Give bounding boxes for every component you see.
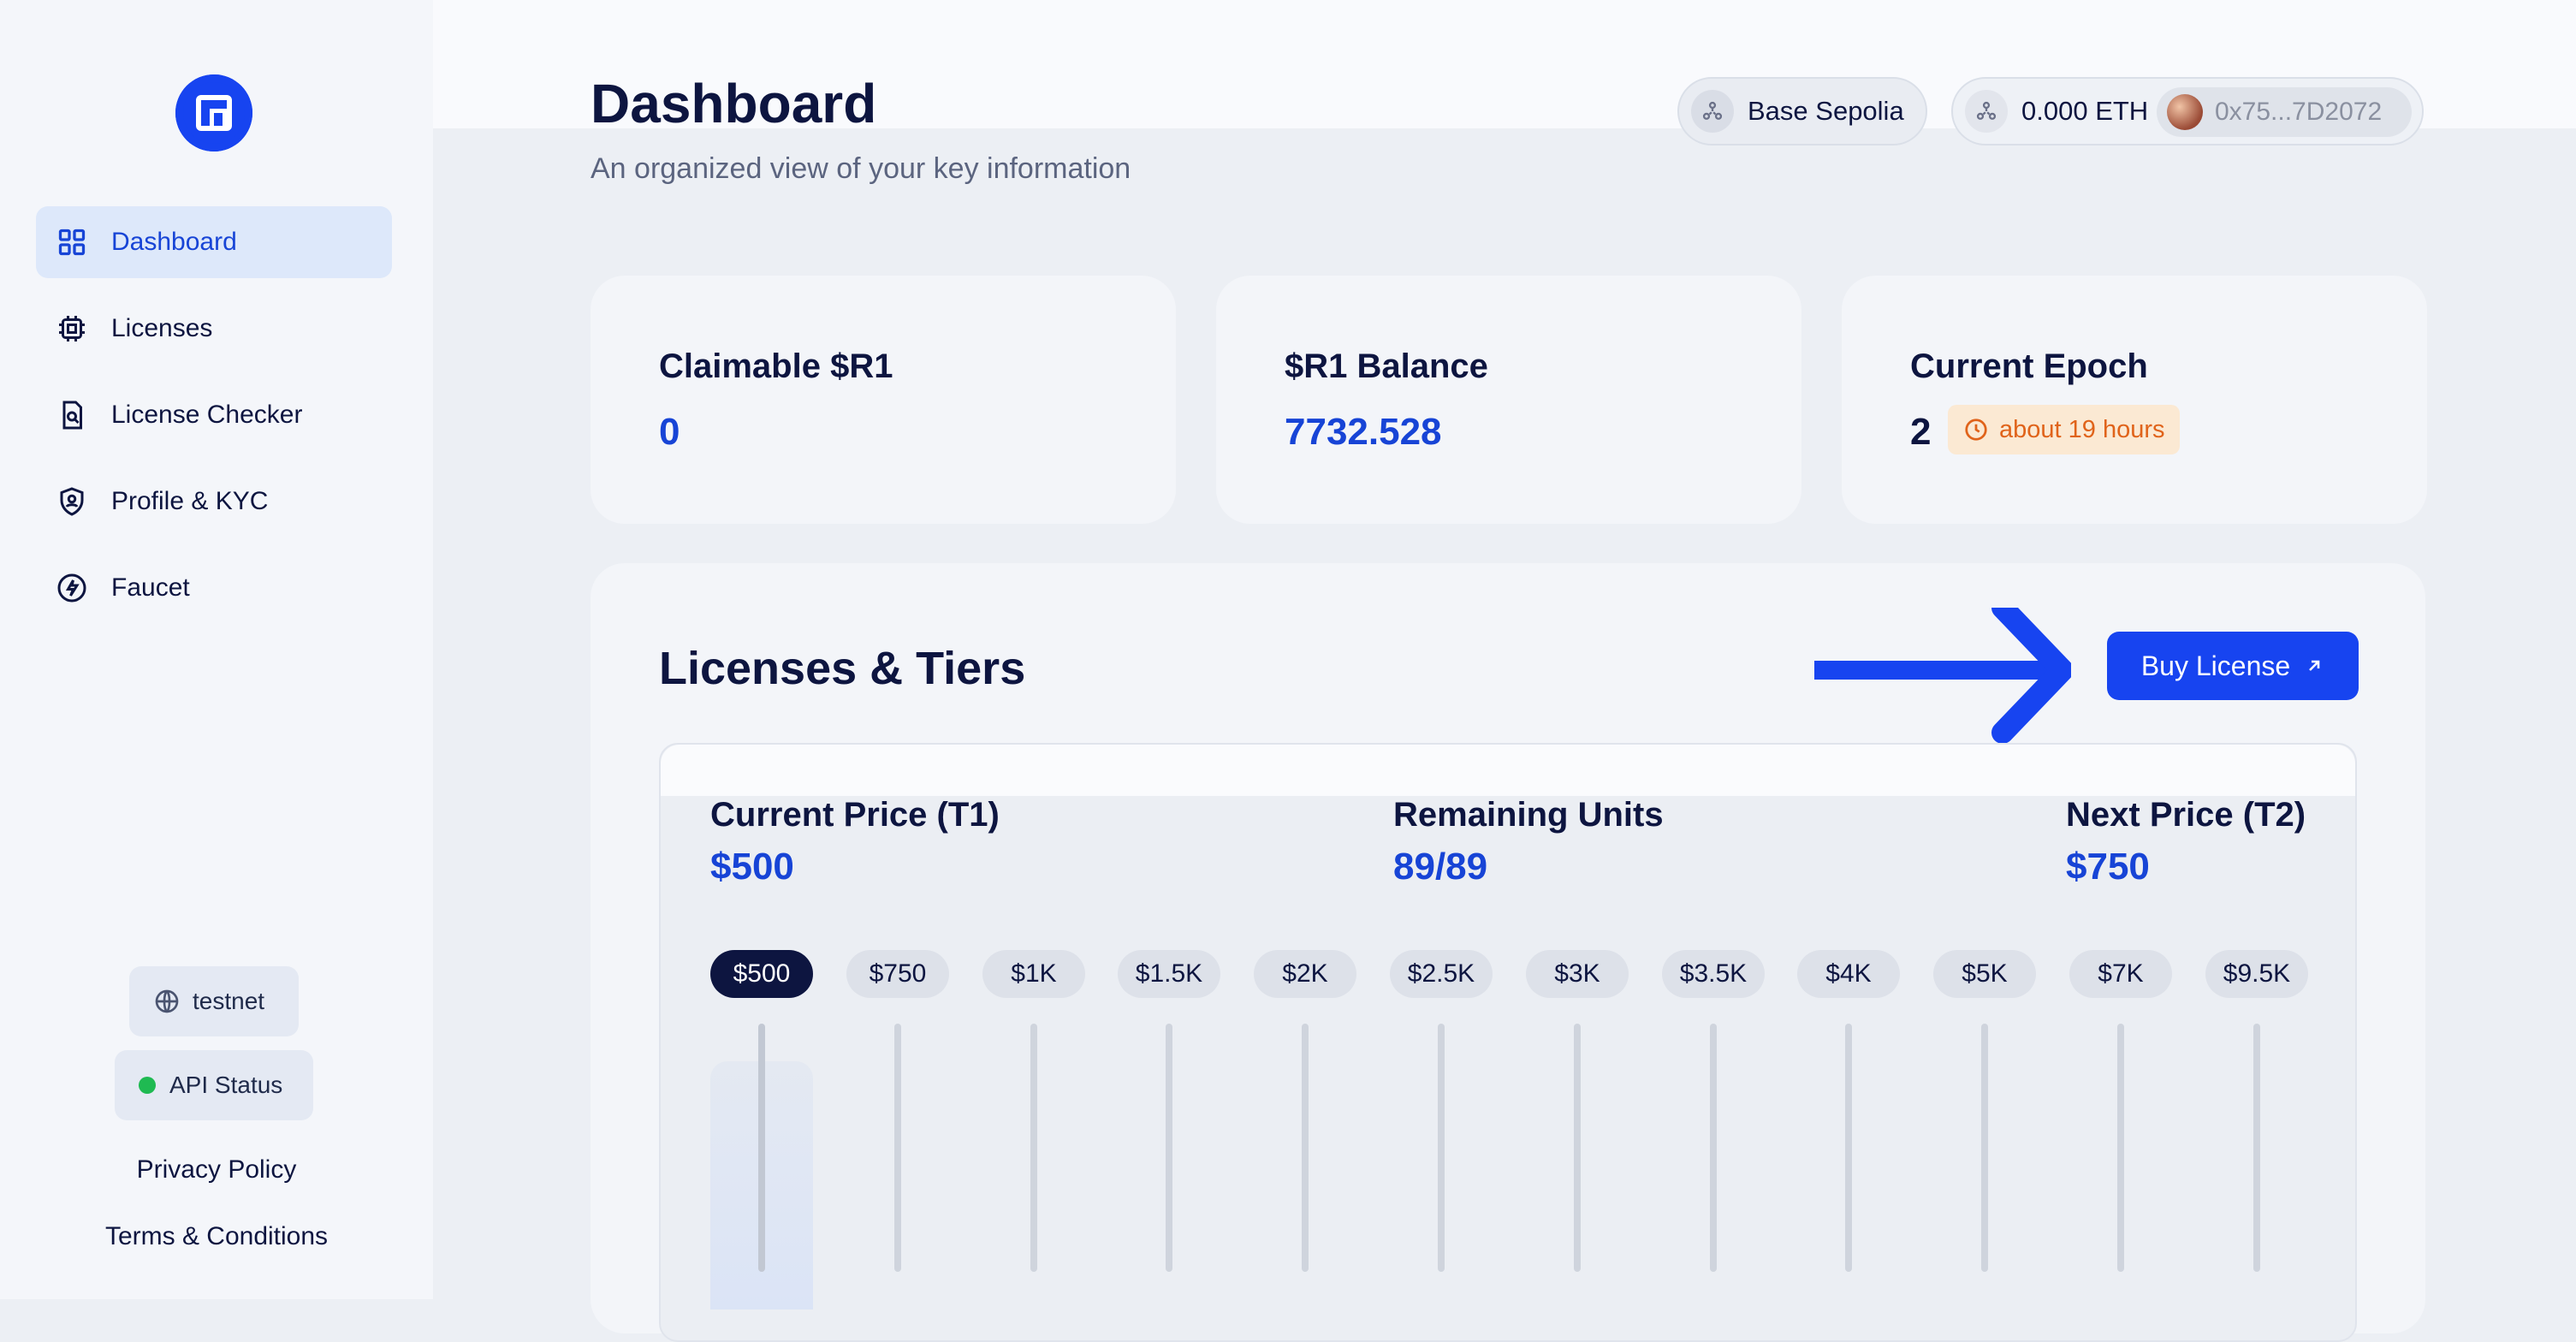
tier-chip[interactable]: $500 xyxy=(710,950,813,998)
tier-chip[interactable]: $2.5K xyxy=(1390,950,1493,998)
tier-bar xyxy=(1981,1024,1988,1272)
network-badge-label: testnet xyxy=(193,988,265,1014)
tier-chip[interactable]: $7K xyxy=(2069,950,2172,998)
tier-bar xyxy=(2117,1024,2124,1272)
balance-card: $R1 Balance 7732.528 xyxy=(1216,276,1801,524)
tier-bar xyxy=(1030,1024,1037,1272)
tier-chip[interactable]: $4K xyxy=(1797,950,1900,998)
bolt-icon xyxy=(57,573,86,603)
shield-user-icon xyxy=(60,487,84,516)
current-price-value: $500 xyxy=(710,846,794,888)
buy-license-button[interactable]: Buy License xyxy=(2107,632,2359,700)
arrow-right-icon xyxy=(1814,608,2071,744)
claimable-label: Claimable $R1 xyxy=(659,347,893,385)
network-selector[interactable]: Base Sepolia xyxy=(1677,77,1927,145)
tier-track: $500 $750 $1K $1.5K $2K $2.5K $3K $3.5K $4K $5K $7… xyxy=(710,950,2319,1309)
chip-icon xyxy=(59,316,85,341)
base-network-icon xyxy=(1691,90,1734,133)
clock-icon xyxy=(1965,419,1987,441)
tier-bar xyxy=(1438,1024,1445,1272)
r1-logo-icon[interactable] xyxy=(175,74,252,151)
epoch-countdown: about 19 hours xyxy=(1999,415,2165,443)
document-search-icon xyxy=(62,401,82,430)
tier-bar xyxy=(758,1024,765,1272)
tier-bar xyxy=(2253,1024,2260,1272)
claimable-value: 0 xyxy=(659,411,680,453)
eth-balance: 0.000 ETH xyxy=(2021,96,2149,126)
tier-chip[interactable]: $2K xyxy=(1254,950,1356,998)
tiers-container: Current Price (T1) $500 Remaining Units … xyxy=(659,743,2357,1342)
claimable-card: Claimable $R1 0 xyxy=(591,276,1176,524)
sidebar-item-label: License Checker xyxy=(111,401,303,429)
sidebar-item-license-checker[interactable]: License Checker xyxy=(36,379,392,451)
tier-chip[interactable]: $1K xyxy=(982,950,1085,998)
network-name: Base Sepolia xyxy=(1748,96,1904,126)
tier-bar xyxy=(1302,1024,1309,1272)
tier-bar xyxy=(1574,1024,1581,1272)
licenses-title: Licenses & Tiers xyxy=(659,643,1026,694)
tier-bar xyxy=(1166,1024,1172,1272)
sidebar-item-label: Profile & KYC xyxy=(111,487,269,515)
page-subtitle: An organized view of your key informatio… xyxy=(591,152,1131,185)
eth-network-icon xyxy=(1965,90,2008,133)
tier-chip[interactable]: $750 xyxy=(846,950,949,998)
sidebar-item-faucet[interactable]: Faucet xyxy=(36,552,392,624)
tier-chip[interactable]: $3.5K xyxy=(1662,950,1765,998)
sidebar: Dashboard Licenses License Checker P xyxy=(0,0,433,1299)
status-dot-icon xyxy=(139,1077,156,1094)
sidebar-item-label: Faucet xyxy=(111,573,190,602)
epoch-label: Current Epoch xyxy=(1910,347,2148,385)
sidebar-item-profile-kyc[interactable]: Profile & KYC xyxy=(36,466,392,537)
tier-chip[interactable]: $9.5K xyxy=(2205,950,2308,998)
next-price-label: Next Price (T2) xyxy=(2066,796,2306,834)
external-link-icon xyxy=(2309,660,2320,671)
globe-icon xyxy=(155,989,179,1013)
buy-license-label: Buy License xyxy=(2140,650,2291,681)
network-badge[interactable]: testnet xyxy=(129,966,299,1036)
sidebar-item-label: Dashboard xyxy=(111,228,237,256)
tier-chip[interactable]: $5K xyxy=(1933,950,2036,998)
page-title: Dashboard xyxy=(591,73,877,134)
sidebar-item-dashboard[interactable]: Dashboard xyxy=(36,206,392,278)
account-button[interactable]: 0x75...7D2072 xyxy=(2157,87,2412,137)
balance-label: $R1 Balance xyxy=(1285,347,1488,385)
current-price-label: Current Price (T1) xyxy=(710,796,1000,834)
balance-value: 7732.528 xyxy=(1285,411,1442,453)
api-status-badge[interactable]: API Status xyxy=(115,1050,313,1120)
terms-link[interactable]: Terms & Conditions xyxy=(104,1222,329,1250)
tier-bar xyxy=(1710,1024,1717,1272)
grid-icon xyxy=(58,229,86,256)
next-price-value: $750 xyxy=(2066,846,2150,888)
remaining-units-value: 89/89 xyxy=(1393,846,1488,888)
tier-chip[interactable]: $3K xyxy=(1526,950,1629,998)
tier-bar xyxy=(1845,1024,1852,1272)
sidebar-item-label: Licenses xyxy=(111,314,213,342)
epoch-card: Current Epoch 2 about 19 hours xyxy=(1842,276,2427,524)
wallet-address: 0x75...7D2072 xyxy=(2215,98,2383,126)
api-status-label: API Status xyxy=(169,1072,283,1098)
epoch-countdown-badge: about 19 hours xyxy=(1948,405,2181,454)
epoch-value: 2 xyxy=(1910,411,1932,453)
remaining-units-label: Remaining Units xyxy=(1393,796,1664,834)
sidebar-item-licenses[interactable]: Licenses xyxy=(36,293,392,365)
sidebar-nav: Dashboard Licenses License Checker P xyxy=(36,206,392,638)
privacy-policy-link[interactable]: Privacy Policy xyxy=(136,1155,297,1184)
avatar xyxy=(2167,94,2203,130)
tier-chip[interactable]: $1.5K xyxy=(1118,950,1220,998)
tier-bar xyxy=(894,1024,901,1272)
